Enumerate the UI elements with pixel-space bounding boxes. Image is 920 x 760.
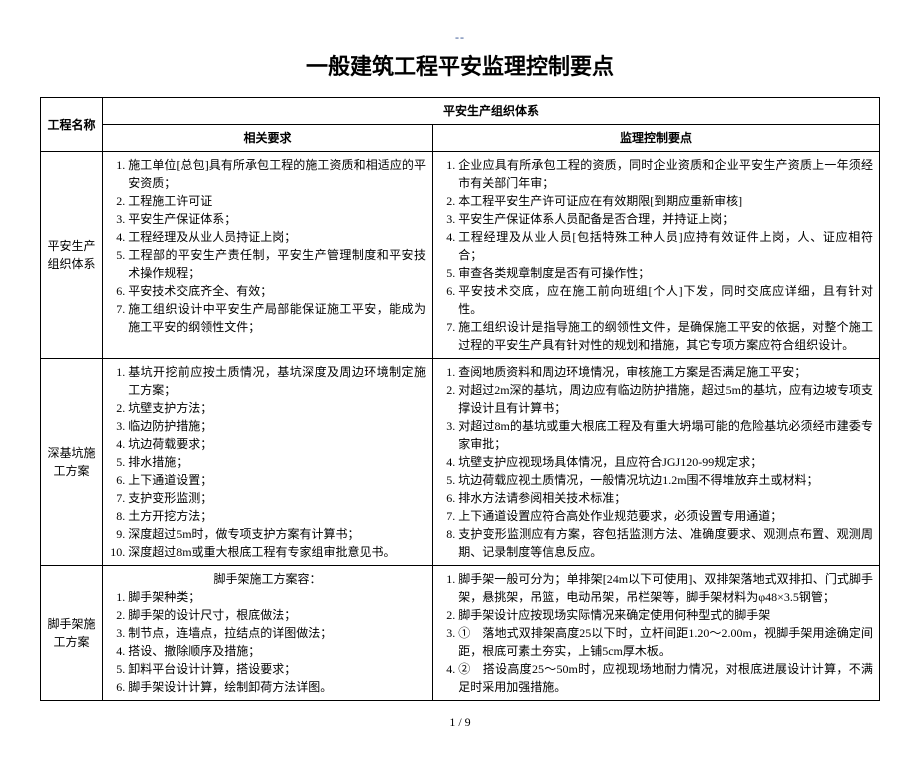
list-item: 脚手架一般可分为；单排架[24m以下可使用]、双排架落地式双排扣、门式脚手架，悬… <box>458 570 873 606</box>
row-req: 脚手架施工方案容： 脚手架种类； 脚手架的设计尺寸，根底做法； 制节点，连墙点，… <box>103 566 433 701</box>
list-item: 排水措施； <box>128 453 426 471</box>
row-ctrl: 企业应具有所承包工程的资质，同时企业资质和企业平安生产资质上一年须经市有关部门年… <box>433 152 880 359</box>
list-item: 工程经理及从业人员[包括特殊工种人员]应持有效证件上岗，人、证应相符合； <box>458 228 873 264</box>
list-item: 工程部的平安生产责任制，平安生产管理制度和平安技术操作规程； <box>128 246 426 282</box>
th-ctrl-points: 监理控制要点 <box>433 125 880 152</box>
list-item: 企业应具有所承包工程的资质，同时企业资质和企业平安生产资质上一年须经市有关部门年… <box>458 156 873 192</box>
th-related-req: 相关要求 <box>103 125 433 152</box>
list-item: 坑壁支护方法； <box>128 399 426 417</box>
list-item: 排水方法请参阅相关技术标准； <box>458 489 873 507</box>
row-req: 基坑开挖前应按土质情况，基坑深度及周边环境制定施工方案； 坑壁支护方法； 临边防… <box>103 359 433 566</box>
row-req: 施工单位[总包]具有所承包工程的施工资质和相适应的平安资质； 工程施工许可证 平… <box>103 152 433 359</box>
list-item: 施工组织设计中平安生产局部能保证施工平安，能成为施工平安的纲领性文件； <box>128 300 426 336</box>
row-name: 平安生产组织体系 <box>41 152 103 359</box>
list-item: 临边防护措施； <box>128 417 426 435</box>
list-item: 脚手架的设计尺寸，根底做法； <box>128 606 426 624</box>
list-item: 支护变形监测； <box>128 489 426 507</box>
list-item: 脚手架设计计算，绘制卸荷方法详图。 <box>128 678 426 696</box>
list-item: 本工程平安生产许可证应在有效期限[到期应重新审核] <box>458 192 873 210</box>
page-footer: 1 / 9 <box>40 715 880 730</box>
row-ctrl: 查阅地质资料和周边环境情况，审核施工方案是否满足施工平安； 对超过2m深的基坑，… <box>433 359 880 566</box>
list-item: 平安技术交底，应在施工前向班组[个人]下发，同时交底应详细，且有针对性。 <box>458 282 873 318</box>
list-item: 施工组织设计是指导施工的纲领性文件，是确保施工平安的依据，对整个施工过程的平安生… <box>458 318 873 354</box>
list-item: 深度超过5m时，做专项支护方案有计算书； <box>128 525 426 543</box>
list-item: 坑壁支护应视现场具体情况，且应符合JGJ120-99规定求； <box>458 453 873 471</box>
table-row: 深基坑施工方案 基坑开挖前应按土质情况，基坑深度及周边环境制定施工方案； 坑壁支… <box>41 359 880 566</box>
list-item: 查阅地质资料和周边环境情况，审核施工方案是否满足施工平安； <box>458 363 873 381</box>
list-item: 深度超过8m或重大根底工程有专家组审批意见书。 <box>128 543 426 561</box>
main-table: 工程名称 平安生产组织体系 相关要求 监理控制要点 平安生产组织体系 施工单位[… <box>40 97 880 701</box>
list-item: 工程经理及从业人员持证上岗； <box>128 228 426 246</box>
list-item: 上下通道设置应符合高处作业规范要求，必须设置专用通道； <box>458 507 873 525</box>
list-item: 工程施工许可证 <box>128 192 426 210</box>
list-item: 坑边荷载要求； <box>128 435 426 453</box>
page-title: 一般建筑工程平安监理控制要点 <box>40 49 880 81</box>
th-safety-system: 平安生产组织体系 <box>103 98 880 125</box>
list-item: 基坑开挖前应按土质情况，基坑深度及周边环境制定施工方案； <box>128 363 426 399</box>
list-item: 支护变形监测应有方案，容包括监测方法、准确度要求、观测点布置、观测周期、记录制度… <box>458 525 873 561</box>
list-item: 施工单位[总包]具有所承包工程的施工资质和相适应的平安资质； <box>128 156 426 192</box>
list-item: 平安技术交底齐全、有效； <box>128 282 426 300</box>
list-item: 制节点，连墙点，拉结点的详图做法； <box>128 624 426 642</box>
list-item: 平安生产保证体系人员配备是否合理，并持证上岗； <box>458 210 873 228</box>
row-ctrl: 脚手架一般可分为；单排架[24m以下可使用]、双排架落地式双排扣、门式脚手架，悬… <box>433 566 880 701</box>
list-item: 平安生产保证体系； <box>128 210 426 228</box>
row-name: 脚手架施工方案 <box>41 566 103 701</box>
list-item: ② 搭设高度25～50m时，应视现场地耐力情况，对根底进展设计计算，不满足时采用… <box>458 660 873 696</box>
list-item: 卸料平台设计计算，搭设要求； <box>128 660 426 678</box>
row-subhead: 脚手架施工方案容： <box>109 570 426 588</box>
table-row: 脚手架施工方案 脚手架施工方案容： 脚手架种类； 脚手架的设计尺寸，根底做法； … <box>41 566 880 701</box>
list-item: 上下通道设置； <box>128 471 426 489</box>
list-item: ① 落地式双排架高度25以下时，立杆间距1.20～2.00m，视脚手架用途确定间… <box>458 624 873 660</box>
list-item: 对超过2m深的基坑，周边应有临边防护措施，超过5m的基坑，应有边坡专项支撑设计且… <box>458 381 873 417</box>
list-item: 坑边荷载应视土质情况，一般情况坑边1.2m围不得堆放弃土或材料； <box>458 471 873 489</box>
list-item: 土方开挖方法； <box>128 507 426 525</box>
list-item: 审查各类规章制度是否有可操作性； <box>458 264 873 282</box>
th-project-name: 工程名称 <box>41 98 103 152</box>
header-dashes: -- <box>40 30 880 45</box>
list-item: 脚手架设计应按现场实际情况来确定使用何种型式的脚手架 <box>458 606 873 624</box>
table-row: 平安生产组织体系 施工单位[总包]具有所承包工程的施工资质和相适应的平安资质； … <box>41 152 880 359</box>
list-item: 对超过8m的基坑或重大根底工程及有重大坍塌可能的危险基坑必须经市建委专家审批； <box>458 417 873 453</box>
row-name: 深基坑施工方案 <box>41 359 103 566</box>
list-item: 搭设、撤除顺序及措施； <box>128 642 426 660</box>
list-item: 脚手架种类； <box>128 588 426 606</box>
